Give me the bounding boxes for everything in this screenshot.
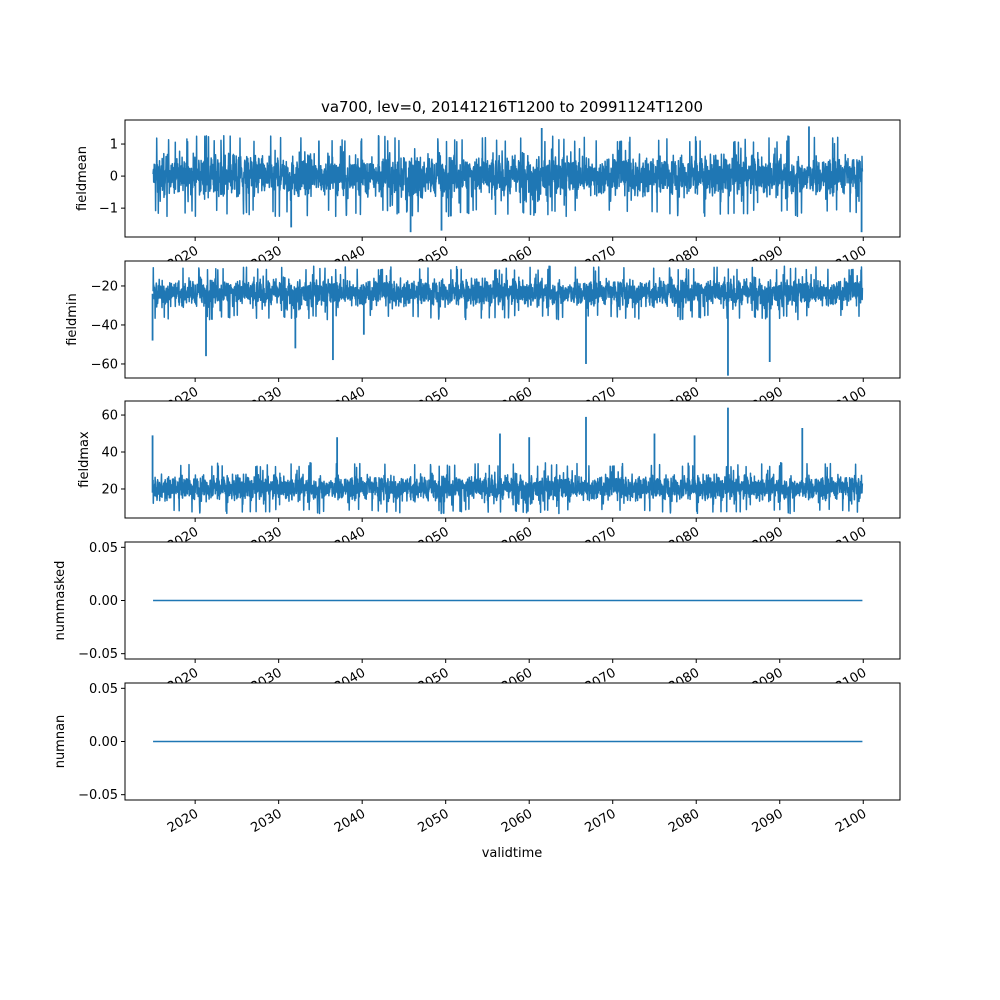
y-tick-label: −1 bbox=[99, 202, 118, 217]
series-line-fieldmean bbox=[152, 134, 864, 218]
y-tick-label: 0.00 bbox=[89, 594, 118, 609]
y-tick-label: 0.05 bbox=[89, 541, 118, 556]
y-tick-label: −0.05 bbox=[78, 788, 118, 803]
y-axis-label: nummasked bbox=[53, 561, 68, 641]
y-tick-label: 0 bbox=[110, 170, 118, 185]
y-tick-label: −0.05 bbox=[78, 647, 118, 662]
y-tick-label: 0.00 bbox=[89, 735, 118, 750]
y-tick-label: 60 bbox=[101, 409, 118, 424]
y-tick-label: −20 bbox=[91, 279, 118, 294]
x-axis-label: validtime bbox=[482, 846, 543, 861]
y-tick-label: 40 bbox=[101, 446, 118, 461]
axes-frame bbox=[124, 260, 901, 379]
series-line-fieldmax bbox=[152, 462, 864, 515]
axes-frame bbox=[124, 119, 901, 238]
y-axis-label: fieldmin bbox=[65, 293, 80, 346]
series-line-fieldmin bbox=[152, 265, 864, 321]
y-tick-label: 0.05 bbox=[89, 682, 118, 697]
axes-frame bbox=[124, 400, 901, 519]
y-tick-label: −40 bbox=[91, 318, 118, 333]
y-tick-label: −60 bbox=[91, 357, 118, 372]
y-axis-label: fieldmean bbox=[75, 146, 90, 211]
y-tick-label: 20 bbox=[101, 482, 118, 497]
y-tick-label: 1 bbox=[110, 138, 118, 153]
chart-title: va700, lev=0, 20141216T1200 to 20991124T… bbox=[321, 98, 703, 116]
y-axis-label: fieldmax bbox=[77, 431, 92, 488]
y-axis-label: numnan bbox=[53, 715, 68, 769]
